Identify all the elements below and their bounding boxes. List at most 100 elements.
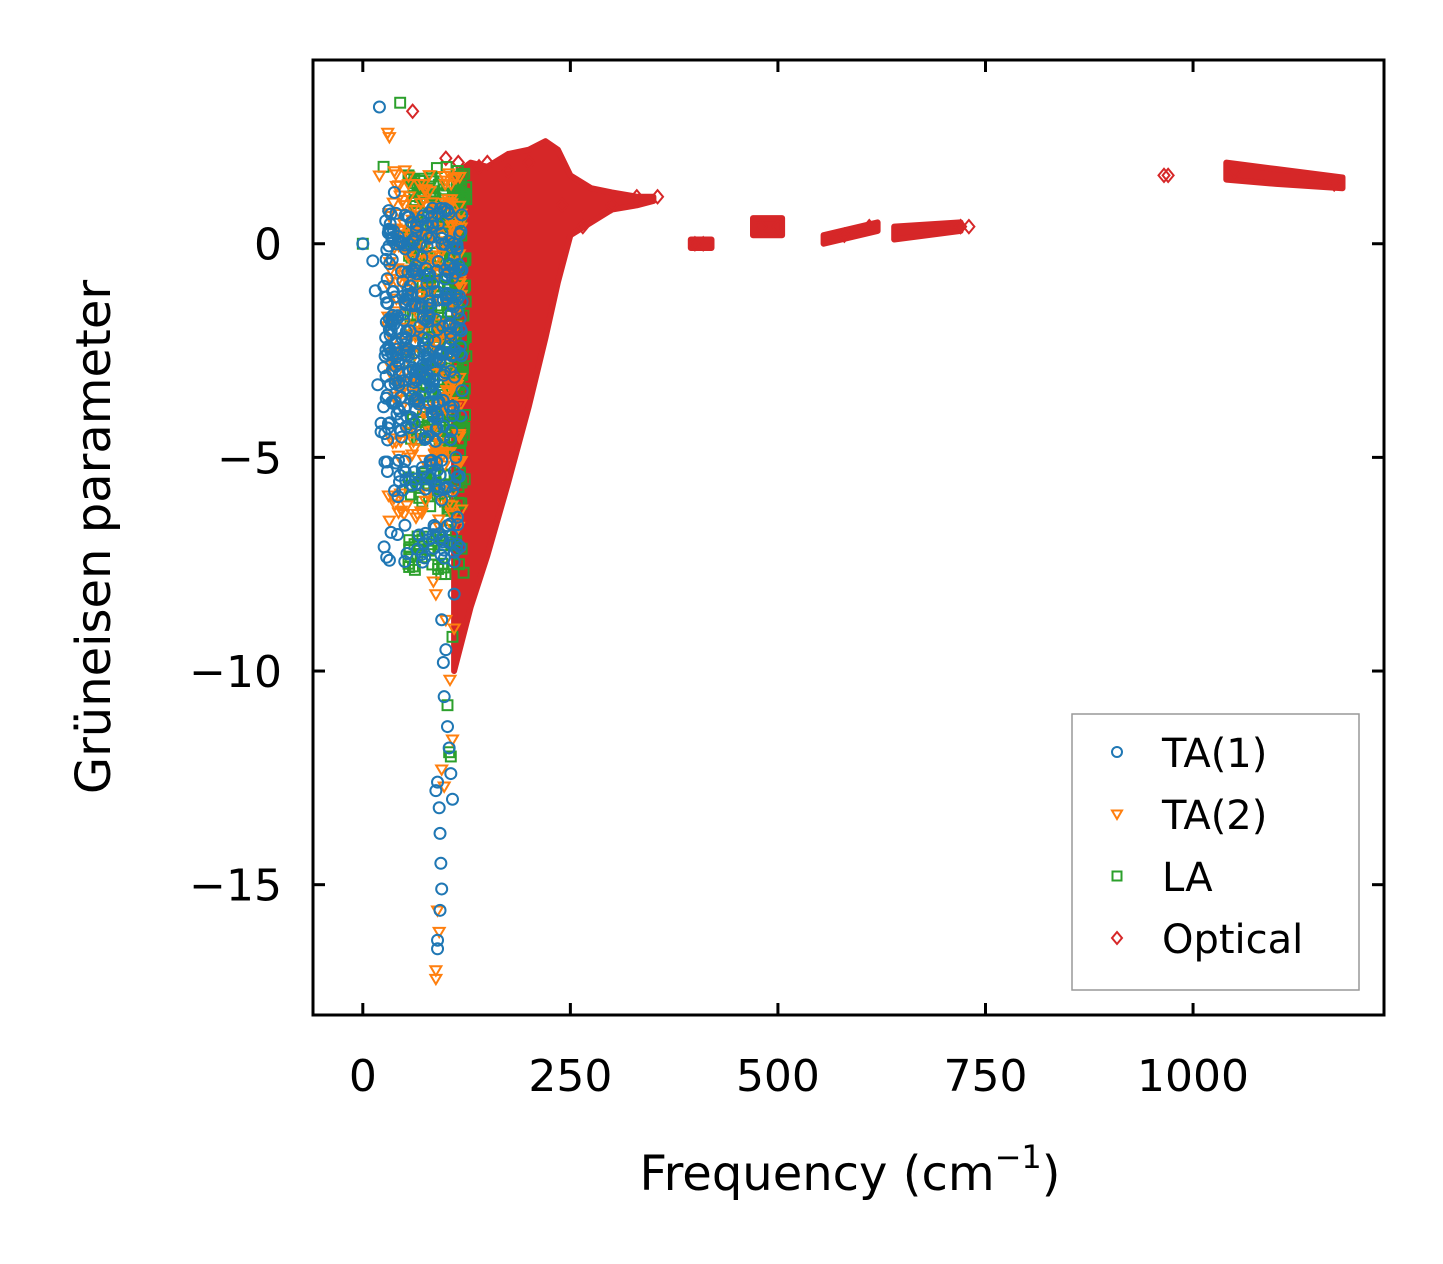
data-point-ta-2 (417, 184, 432, 197)
data-point-optical (522, 154, 536, 171)
data-point-ta-2 (443, 179, 459, 192)
data-point-optical (605, 197, 619, 214)
data-point-ta-2 (405, 204, 420, 218)
data-point-ta-1 (379, 369, 393, 383)
data-point-ta-2 (408, 512, 424, 525)
data-point-ta-1 (418, 344, 432, 358)
data-point-ta-1 (446, 409, 460, 423)
data-point-ta-1 (454, 324, 468, 338)
data-point-ta-1 (356, 237, 370, 251)
data-point-ta-1 (386, 284, 400, 298)
data-point-ta-1 (398, 208, 412, 222)
data-point-ta-1 (374, 425, 388, 439)
data-point-ta-2 (401, 171, 416, 184)
data-point-ta-1 (436, 430, 450, 444)
data-point-ta-1 (437, 690, 451, 704)
data-point-ta-1 (448, 370, 462, 384)
legend-marker-optical (1110, 930, 1124, 946)
data-point-ta-1 (449, 450, 463, 464)
data-point-ta-2 (442, 387, 457, 400)
data-point-ta-1 (389, 359, 403, 373)
data-point-ta-1 (382, 553, 396, 567)
data-point-ta-1 (381, 433, 395, 447)
data-point-ta-1 (450, 510, 464, 524)
data-point-ta-2 (452, 200, 467, 214)
data-point-ta-1 (417, 349, 431, 363)
data-point-ta-1 (443, 536, 457, 550)
data-point-ta-1 (424, 230, 438, 244)
x-axis: 0 250 500 750 1000 (349, 60, 1249, 1102)
data-point-ta-2 (382, 515, 397, 528)
data-point-ta-1 (438, 202, 452, 216)
data-point-optical (1327, 175, 1341, 193)
data-point-ta-1 (440, 720, 454, 734)
x-tick-label: 250 (528, 1051, 612, 1102)
data-point-ta-1 (393, 391, 407, 405)
data-layer (356, 96, 1346, 987)
x-tick-label: 500 (736, 1051, 820, 1102)
data-point-ta-1 (414, 213, 428, 227)
data-point-ta-1 (412, 320, 426, 334)
legend-label-optical: Optical (1162, 917, 1303, 963)
data-point-ta-1 (430, 421, 444, 435)
data-point-optical (771, 218, 785, 235)
data-point-ta-1 (420, 276, 434, 290)
data-point-ta-1 (401, 365, 415, 379)
data-point-ta-1 (419, 366, 433, 380)
data-point-ta-1 (435, 882, 449, 896)
data-point-ta-1 (425, 406, 439, 420)
data-point-ta-1 (454, 349, 468, 363)
data-point-ta-1 (421, 470, 435, 484)
data-point-ta-1 (434, 348, 448, 362)
data-point-ta-1 (433, 346, 447, 360)
x-axis-label: Frequency (cm−1) (639, 1138, 1060, 1202)
data-point-ta-1 (435, 493, 449, 507)
data-point-ta-1 (450, 470, 464, 484)
data-point-ta-1 (425, 453, 439, 467)
data-point-ta-2 (428, 973, 444, 987)
legend: TA(1) TA(2) LA Optical (1071, 713, 1360, 991)
legend-marker-ta-2 (1110, 809, 1124, 821)
data-point-ta-2 (445, 734, 460, 747)
data-point-optical (480, 154, 495, 171)
data-point-ta-1 (452, 258, 466, 272)
legend-box (1071, 713, 1360, 991)
data-point-ta-1 (444, 767, 458, 781)
data-point-ta-1 (431, 775, 445, 789)
data-point-ta-1 (431, 463, 445, 477)
data-point-ta-1 (453, 227, 467, 241)
data-point-optical (962, 218, 976, 235)
data-point-optical (439, 150, 453, 167)
data-point-ta-1 (415, 250, 429, 264)
data-point-ta-1 (371, 378, 385, 392)
plot-frame (311, 58, 1386, 1017)
data-point-ta-1 (380, 272, 394, 286)
data-point-ta-1 (374, 416, 388, 430)
data-point-ta-1 (383, 416, 397, 430)
data-point-ta-1 (451, 518, 465, 532)
x-tick-label: 750 (943, 1051, 1027, 1102)
data-point-ta-2 (446, 623, 462, 636)
data-point-optical (862, 218, 877, 235)
data-point-ta-1 (385, 317, 399, 331)
y-axis: 0 −5 −10 −15 (189, 220, 1384, 912)
data-point-ta-1 (381, 226, 395, 240)
data-point-optical (1161, 167, 1175, 184)
data-point-ta-2 (391, 180, 407, 193)
data-point-ta-1 (446, 297, 460, 311)
data-point-ta-1 (443, 517, 457, 531)
data-point-optical (696, 235, 711, 252)
data-point-ta-2 (442, 674, 458, 688)
y-tick-label: −10 (189, 647, 282, 698)
data-point-ta-1 (392, 234, 406, 248)
data-point-ta-1 (444, 332, 458, 346)
data-point-ta-2 (428, 589, 444, 602)
data-point-ta-1 (388, 484, 402, 498)
data-point-ta-1 (407, 416, 421, 430)
data-point-ta-2 (418, 495, 433, 509)
data-point-ta-1 (408, 472, 422, 486)
data-point-ta-1 (427, 519, 441, 533)
optical-band-0 (451, 138, 657, 674)
data-point-la (444, 750, 457, 763)
